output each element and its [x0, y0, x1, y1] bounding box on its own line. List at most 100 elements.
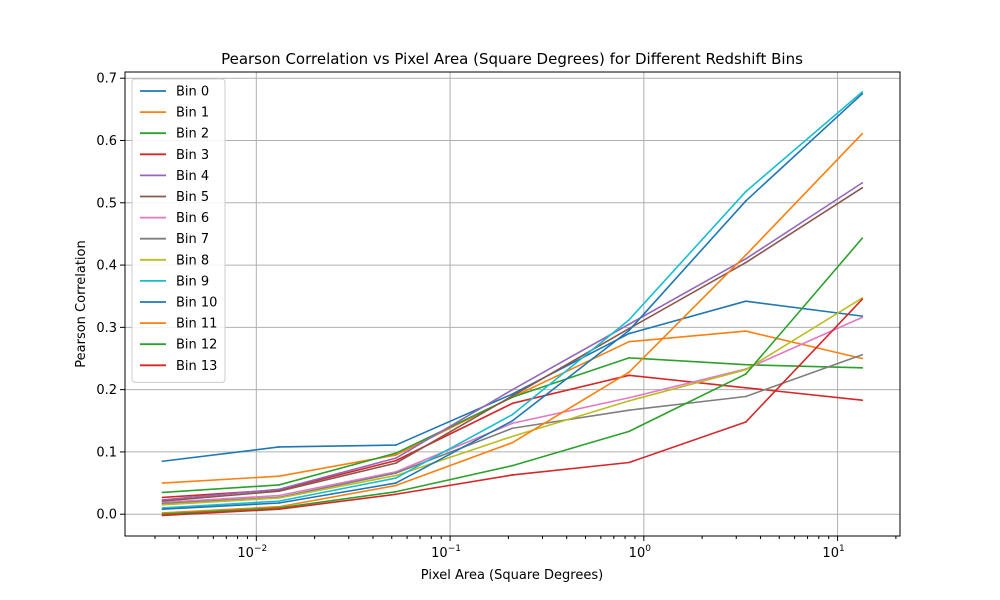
data-point-bin-13 — [278, 508, 280, 511]
data-point-bin-9 — [744, 190, 747, 193]
legend-label: Bin 6 — [176, 211, 209, 226]
legend-label: Bin 3 — [176, 148, 209, 163]
data-point-bin-10 — [744, 200, 747, 202]
legend-label: Bin 7 — [176, 232, 209, 247]
data-point-bin-6 — [278, 494, 280, 497]
data-point-bin-1 — [744, 330, 747, 332]
data-point-bin-12 — [628, 430, 630, 433]
legend-label: Bin 4 — [176, 169, 209, 184]
data-point-bin-12 — [861, 237, 864, 240]
legend-label: Bin 10 — [176, 296, 217, 311]
data-point-bin-0 — [511, 393, 514, 395]
data-point-bin-9 — [394, 477, 397, 479]
data-point-bin-6 — [511, 422, 514, 425]
data-point-bin-0 — [861, 315, 864, 318]
y-tick-label: 0.6 — [96, 134, 117, 149]
data-point-bin-4 — [861, 181, 864, 184]
data-point-bin-5 — [744, 261, 747, 264]
plot-frame — [124, 71, 901, 537]
data-point-bin-0 — [278, 446, 280, 448]
legend-label: Bin 2 — [176, 127, 209, 142]
data-point-bin-11 — [861, 132, 864, 135]
data-point-bin-13 — [628, 461, 630, 464]
data-point-bin-0 — [628, 332, 630, 335]
data-point-bin-0 — [161, 460, 164, 463]
y-tick-label: 0.0 — [96, 508, 117, 523]
data-point-bin-2 — [744, 363, 747, 366]
x-tick-label: 100 — [629, 544, 652, 561]
data-point-bin-7 — [394, 472, 397, 474]
data-point-bin-4 — [394, 457, 397, 460]
x-tick-label-base: 10 — [629, 546, 646, 561]
data-point-bin-9 — [278, 500, 280, 503]
y-tick-label: 0.7 — [96, 72, 117, 87]
data-point-bin-13 — [861, 298, 864, 301]
data-point-bin-4 — [628, 323, 630, 326]
data-point-bin-6 — [628, 396, 630, 399]
y-tick-label: 0.2 — [96, 383, 117, 398]
x-axis-title: Pixel Area (Square Degrees) — [421, 568, 603, 583]
data-point-bin-12 — [511, 464, 514, 467]
data-point-bin-10 — [511, 419, 514, 422]
y-axis-title: Pearson Correlation — [74, 240, 89, 367]
data-point-bin-0 — [394, 444, 397, 446]
x-tick-label-exponent: 0 — [645, 544, 651, 554]
series-lines — [161, 91, 864, 517]
legend: Bin 0 Bin 1 Bin 2 Bin 3 Bin 4 Bin 5 Bin 6 Bin 7… — [131, 78, 226, 383]
data-point-bin-7 — [511, 427, 514, 430]
data-point-bin-3 — [394, 459, 397, 462]
legend-label: Bin 13 — [176, 359, 217, 374]
data-point-bin-1 — [161, 482, 164, 484]
data-point-bin-10 — [628, 329, 630, 332]
data-point-bin-4 — [744, 257, 747, 260]
data-point-bin-13 — [511, 474, 514, 476]
y-tick-label: 0.5 — [96, 196, 117, 211]
legend-label: Bin 12 — [176, 338, 217, 353]
data-point-bin-8 — [161, 503, 164, 506]
y-tick-label: 0.4 — [96, 259, 117, 274]
x-tick-label: 101 — [822, 544, 844, 561]
x-tick-label-base: 10 — [431, 546, 448, 561]
data-point-bin-3 — [628, 374, 630, 377]
data-point-bin-8 — [394, 474, 397, 477]
data-point-bin-1 — [861, 357, 864, 360]
legend-label: Bin 0 — [176, 85, 209, 100]
data-point-bin-7 — [861, 353, 864, 356]
data-point-bin-3 — [161, 496, 164, 499]
y-tick-label: 0.3 — [96, 321, 117, 336]
x-axis-ticks: 10−2 10−1 100 101 — [154, 536, 897, 561]
data-point-bin-8 — [628, 399, 630, 402]
data-point-bin-9 — [861, 91, 864, 93]
data-point-bin-9 — [511, 413, 514, 416]
data-point-bin-12 — [394, 490, 397, 493]
data-point-bin-10 — [278, 502, 280, 504]
data-point-bin-8 — [744, 368, 747, 371]
data-point-bin-3 — [744, 386, 747, 389]
data-point-bin-10 — [394, 482, 397, 484]
data-point-bin-13 — [394, 493, 397, 496]
data-point-bin-2 — [861, 366, 864, 369]
data-point-bin-6 — [861, 316, 864, 319]
data-point-bin-10 — [861, 92, 864, 95]
data-point-bin-5 — [861, 186, 864, 189]
data-point-bin-9 — [628, 318, 630, 321]
data-point-bin-5 — [511, 394, 514, 397]
data-point-bin-13 — [744, 421, 747, 423]
x-tick-label-exponent: −1 — [448, 544, 461, 554]
data-point-bin-5 — [394, 462, 397, 465]
data-point-bin-2 — [394, 452, 397, 455]
data-point-bin-8 — [278, 497, 280, 499]
data-point-bin-4 — [511, 388, 514, 391]
x-tick-label: 10−2 — [237, 544, 267, 561]
legend-label: Bin 9 — [176, 274, 209, 289]
data-point-bin-12 — [744, 373, 747, 375]
data-point-bin-5 — [278, 490, 280, 493]
legend-label: Bin 5 — [176, 190, 209, 205]
x-tick-label-exponent: −2 — [254, 544, 267, 554]
data-point-bin-13 — [161, 514, 164, 517]
data-point-bin-1 — [394, 454, 397, 456]
legend-label: Bin 11 — [176, 317, 217, 332]
data-point-bin-11 — [628, 371, 630, 374]
x-tick-label-base: 10 — [822, 546, 839, 561]
